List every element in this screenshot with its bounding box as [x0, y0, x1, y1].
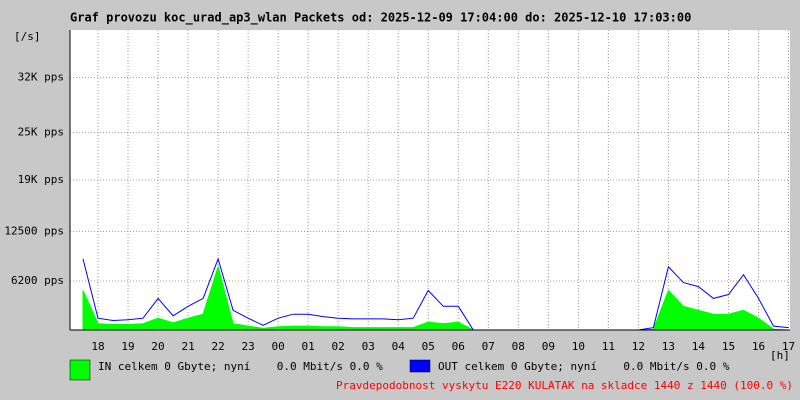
footer-note: Pravdepodobnost vyskytu E220 KULATAK na …: [336, 379, 793, 392]
x-axis-label: [h]: [770, 349, 790, 362]
x-tick-label: 22: [211, 340, 224, 353]
x-tick-label: 08: [512, 340, 525, 353]
x-tick-label: 01: [302, 340, 315, 353]
x-tick-label: 20: [151, 340, 164, 353]
legend-swatch: [409, 359, 431, 373]
x-tick-label: 21: [181, 340, 194, 353]
x-tick-label: 23: [241, 340, 254, 353]
x-tick-label: 18: [91, 340, 104, 353]
x-tick-label: 06: [452, 340, 465, 353]
legend-label: IN celkem 0 Gbyte; nyní 0.0 Mbit/s 0.0 %: [98, 360, 383, 373]
x-tick-label: 00: [272, 340, 285, 353]
x-tick-label: 12: [632, 340, 645, 353]
chart-title: Graf provozu koc_urad_ap3_wlan Packets o…: [70, 11, 691, 26]
x-tick-label: 19: [121, 340, 134, 353]
area: [82, 265, 789, 331]
x-tick-label: 07: [482, 340, 495, 353]
x-tick-label: 16: [752, 340, 765, 353]
line: [82, 257, 789, 331]
y-axis-label: [/s]: [14, 30, 41, 43]
legend-swatch: [69, 359, 91, 381]
x-tick-label: 11: [602, 340, 615, 353]
y-tick-label: 32K pps: [18, 70, 64, 83]
legend-label: OUT celkem 0 Gbyte; nyní 0.0 Mbit/s 0.0 …: [438, 360, 730, 373]
x-tick-label: 17: [782, 340, 795, 353]
x-tick-label: 02: [332, 340, 345, 353]
x-tick-label: 04: [392, 340, 406, 353]
x-tick-label: 03: [362, 340, 375, 353]
x-tick-label: 15: [722, 340, 735, 353]
x-tick-label: 14: [692, 340, 706, 353]
y-tick-label: 12500 pps: [4, 224, 64, 237]
y-tick-label: 25K pps: [18, 126, 64, 139]
x-tick-label: 09: [542, 340, 555, 353]
x-tick-label: 10: [572, 340, 585, 353]
y-tick-label: 19K pps: [18, 173, 64, 186]
y-tick-label: 6200 pps: [11, 274, 64, 287]
x-tick-label: 13: [662, 340, 675, 353]
x-tick-label: 05: [422, 340, 435, 353]
